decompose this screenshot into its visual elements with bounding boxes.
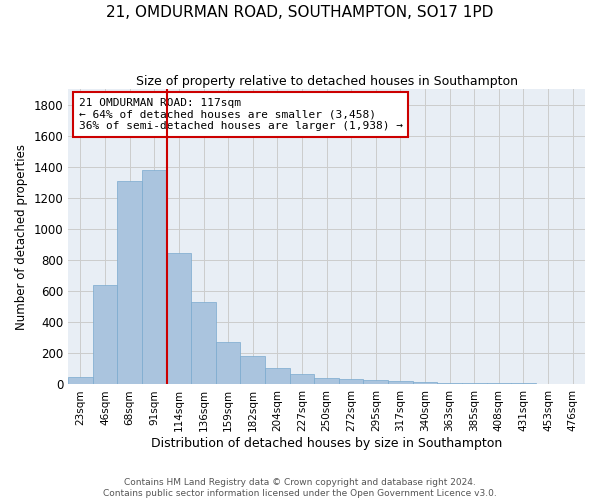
Bar bbox=[93, 285, 118, 384]
Bar bbox=[437, 382, 462, 384]
Text: Contains HM Land Registry data © Crown copyright and database right 2024.
Contai: Contains HM Land Registry data © Crown c… bbox=[103, 478, 497, 498]
Title: Size of property relative to detached houses in Southampton: Size of property relative to detached ho… bbox=[136, 75, 518, 88]
Bar bbox=[511, 383, 536, 384]
Text: 21, OMDURMAN ROAD, SOUTHAMPTON, SO17 1PD: 21, OMDURMAN ROAD, SOUTHAMPTON, SO17 1PD bbox=[106, 5, 494, 20]
Text: 21 OMDURMAN ROAD: 117sqm
← 64% of detached houses are smaller (3,458)
36% of sem: 21 OMDURMAN ROAD: 117sqm ← 64% of detach… bbox=[79, 98, 403, 131]
Bar bbox=[462, 382, 487, 384]
Bar bbox=[339, 378, 364, 384]
Bar bbox=[241, 356, 265, 384]
Bar bbox=[413, 382, 437, 384]
Bar bbox=[142, 170, 167, 384]
Bar bbox=[191, 302, 216, 384]
Bar bbox=[265, 368, 290, 384]
Bar bbox=[290, 374, 314, 384]
Bar bbox=[487, 382, 511, 384]
Bar bbox=[167, 253, 191, 384]
Bar bbox=[216, 342, 241, 384]
Bar bbox=[364, 380, 388, 384]
Bar bbox=[388, 381, 413, 384]
Y-axis label: Number of detached properties: Number of detached properties bbox=[15, 144, 28, 330]
Bar bbox=[68, 376, 93, 384]
Bar bbox=[118, 181, 142, 384]
X-axis label: Distribution of detached houses by size in Southampton: Distribution of detached houses by size … bbox=[151, 437, 502, 450]
Bar bbox=[314, 378, 339, 384]
